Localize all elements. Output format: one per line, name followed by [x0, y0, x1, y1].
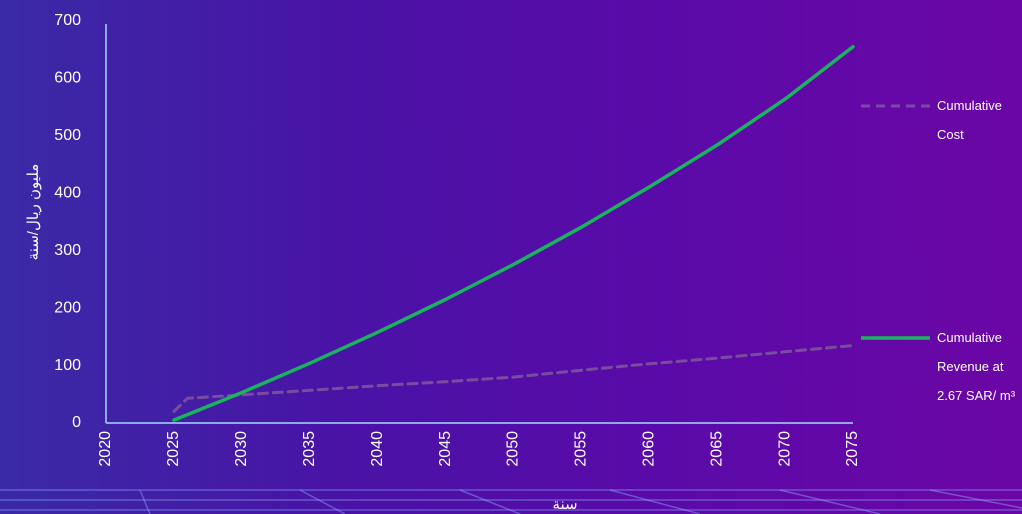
x-tick-label: 2075: [844, 431, 861, 467]
y-tick-label: 200: [54, 299, 81, 316]
x-tick-label: 2035: [301, 431, 318, 467]
y-tick-label: 400: [54, 185, 81, 202]
series-line-1: [172, 45, 855, 422]
y-tick-label: 600: [54, 70, 81, 87]
x-tick-label: 2020: [97, 431, 114, 467]
x-tick-label: 2050: [505, 431, 522, 467]
y-tick-label: 500: [54, 127, 81, 144]
x-tick-label: 2065: [708, 431, 725, 467]
y-axis-title: مليون ريال/سنة: [25, 164, 42, 261]
legend-label-0: Cost: [937, 127, 964, 142]
legend-label-1: Revenue at: [937, 359, 1004, 374]
y-tick-label: 0: [72, 414, 81, 431]
x-tick-label: 2045: [437, 431, 454, 467]
legend-label-0: Cumulative: [937, 98, 1002, 113]
x-tick-label: 2070: [776, 431, 793, 467]
x-axis-title: سنة: [552, 496, 577, 513]
x-tick-label: 2025: [165, 431, 182, 467]
x-tick-label: 2030: [233, 431, 250, 467]
legend-label-1: Cumulative: [937, 330, 1002, 345]
x-tick-label: 2055: [573, 431, 590, 467]
x-tick-label: 2040: [369, 431, 386, 467]
y-tick-label: 700: [54, 12, 81, 29]
y-tick-label: 100: [54, 357, 81, 374]
y-tick-label: 300: [54, 242, 81, 259]
x-tick-label: 2060: [640, 431, 657, 467]
legend-label-1: 2.67 SAR/ m³: [937, 388, 1016, 403]
